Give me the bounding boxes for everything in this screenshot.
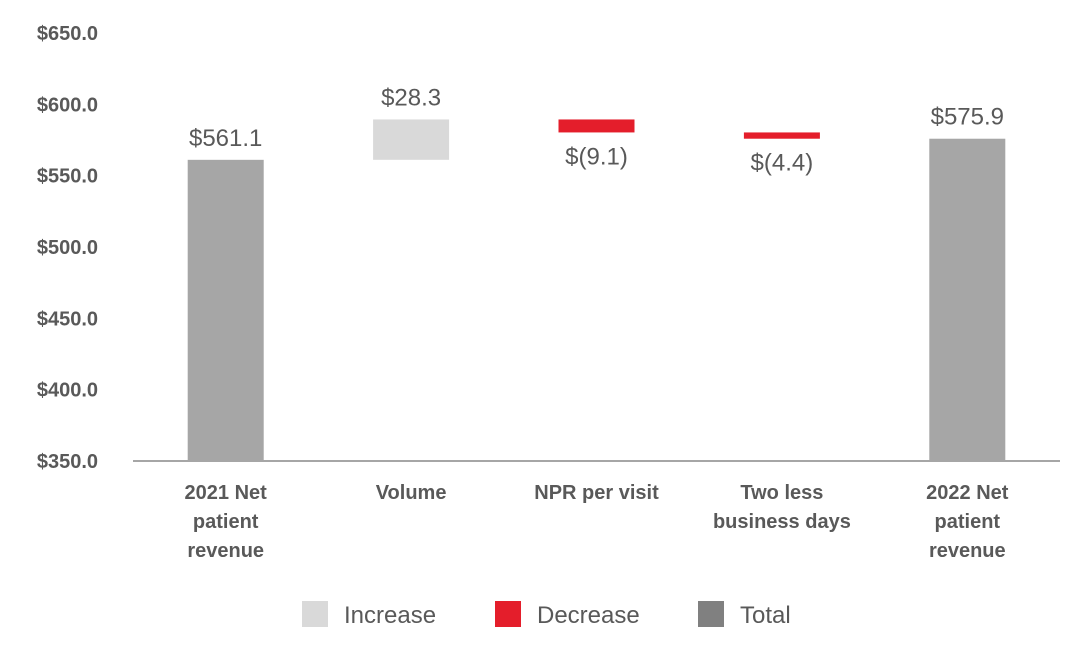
x-tick-label: 2021 Net [185, 482, 268, 504]
x-tick-label: 2022 Net [926, 482, 1009, 504]
data-labels-group: $561.1 $28.3 $(9.1) $(4.4) $575.9 [189, 84, 1004, 176]
x-tick-label: NPR per visit [534, 482, 659, 504]
y-tick-label: $350.0 [37, 451, 98, 473]
legend-swatch-total [698, 601, 724, 627]
y-tick-label: $550.0 [37, 166, 98, 188]
legend-swatch-decrease [495, 601, 521, 627]
x-tick-label: patient [193, 511, 259, 533]
x-axis: 2021 Net patient revenue Volume NPR per visi… [133, 460, 1060, 562]
legend-label-decrease: Decrease [537, 602, 640, 629]
y-tick-label: $400.0 [37, 380, 98, 402]
legend-label-total: Total [740, 602, 791, 629]
legend-swatch-increase [302, 601, 328, 627]
y-tick-label: $500.0 [37, 237, 98, 259]
data-label: $561.1 [189, 125, 262, 152]
x-tick-label: business days [713, 511, 851, 533]
legend: Increase Decrease Total [302, 601, 791, 629]
bar-total [929, 138, 1006, 461]
bar-decrease [743, 132, 820, 139]
bar-increase [373, 119, 450, 160]
y-tick-label: $650.0 [37, 23, 98, 45]
data-label: $(4.4) [751, 150, 814, 177]
bars-group [187, 119, 1006, 461]
x-tick-label: Two less [740, 482, 823, 504]
bar-total [187, 159, 264, 461]
data-label: $28.3 [381, 84, 441, 111]
x-tick-label: revenue [187, 540, 264, 562]
y-tick-label: $450.0 [37, 308, 98, 330]
data-label: $(9.1) [565, 143, 628, 170]
legend-label-increase: Increase [344, 602, 436, 629]
bar-decrease [558, 119, 635, 133]
x-tick-label: patient [935, 511, 1001, 533]
y-tick-label: $600.0 [37, 94, 98, 116]
x-tick-label: Volume [376, 482, 447, 504]
x-tick-label: revenue [929, 540, 1006, 562]
data-label: $575.9 [931, 104, 1004, 131]
y-axis: $350.0 $400.0 $450.0 $500.0 $550.0 $600.0 $650… [37, 23, 98, 473]
